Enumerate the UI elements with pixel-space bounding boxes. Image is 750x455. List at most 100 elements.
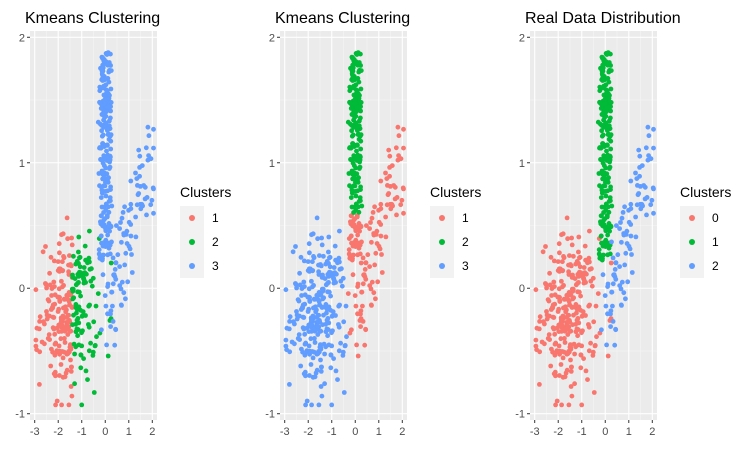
data-point (558, 362, 564, 367)
data-point (325, 280, 330, 286)
data-point (383, 170, 388, 176)
data-point (100, 240, 105, 246)
data-point (99, 327, 104, 333)
data-point (78, 352, 84, 358)
data-point (145, 124, 151, 130)
data-point (351, 183, 357, 189)
data-point (619, 303, 624, 308)
data-point (56, 329, 62, 334)
data-point (306, 329, 312, 334)
data-point (651, 145, 656, 151)
data-point (352, 97, 358, 103)
data-point (44, 316, 50, 322)
data-point (311, 283, 316, 288)
data-point (570, 272, 575, 278)
data-point (66, 272, 72, 277)
legend-swatch (689, 215, 695, 221)
data-point (557, 348, 562, 354)
data-point (375, 279, 381, 285)
data-point (311, 254, 316, 259)
data-point (329, 402, 335, 408)
data-point (651, 210, 656, 216)
data-point (63, 370, 69, 376)
data-point (69, 393, 75, 399)
data-point (103, 193, 109, 199)
data-point (336, 324, 342, 330)
data-point (362, 267, 368, 272)
chart-title: Kmeans Clustering (275, 10, 410, 27)
data-point (560, 259, 565, 265)
data-point (612, 342, 618, 348)
data-point (99, 133, 105, 139)
data-point (148, 202, 154, 208)
data-point (599, 133, 605, 139)
data-point (562, 374, 568, 380)
data-point (610, 319, 616, 324)
data-point (71, 253, 76, 259)
data-point (598, 195, 604, 201)
data-point (353, 142, 358, 148)
data-point (33, 287, 39, 293)
data-point (353, 113, 359, 119)
data-point (333, 368, 339, 374)
data-point (548, 254, 554, 260)
data-point (332, 243, 338, 249)
data-point (296, 332, 302, 337)
data-point (355, 76, 361, 81)
data-point (590, 349, 596, 355)
data-point (101, 92, 107, 98)
data-point (601, 92, 607, 98)
data-point (315, 332, 321, 337)
data-point (358, 146, 364, 152)
data-point (50, 349, 55, 355)
x-tick-label: -2 (53, 426, 63, 438)
data-point (300, 304, 305, 310)
data-point (552, 284, 557, 289)
data-point (57, 373, 62, 378)
data-point (56, 306, 62, 312)
data-point (346, 171, 352, 176)
data-point (126, 243, 132, 249)
data-point (105, 204, 111, 210)
data-point (56, 286, 62, 292)
data-point (599, 71, 605, 76)
data-point (325, 333, 330, 339)
data-point (550, 325, 556, 331)
data-point (328, 293, 333, 299)
data-point (34, 325, 40, 331)
data-point (283, 343, 289, 349)
data-point (605, 104, 611, 110)
data-point (384, 176, 390, 182)
data-point (348, 219, 353, 225)
data-point (401, 186, 406, 192)
data-point (354, 242, 360, 247)
series-2 (69, 228, 114, 408)
data-point (56, 343, 62, 349)
data-point (122, 204, 127, 210)
data-point (318, 357, 323, 363)
legend-swatch (439, 215, 445, 221)
data-point (68, 263, 74, 269)
data-point (546, 298, 552, 304)
legend: Clusters 0 1 2 (680, 184, 731, 278)
data-point (291, 319, 296, 325)
data-point (320, 272, 325, 278)
data-point (328, 352, 334, 358)
chart-panel-3: Real Data Distribution-3 -2 -1 0 1 2-1012Clus… (515, 10, 731, 438)
data-point (358, 132, 364, 138)
data-point (628, 201, 634, 207)
data-point (332, 270, 338, 276)
data-point (97, 99, 102, 105)
data-point (603, 193, 609, 199)
data-point (353, 303, 359, 309)
data-point (600, 256, 605, 261)
data-point (369, 215, 375, 221)
y-tick-label: -1 (15, 409, 25, 421)
data-point (608, 138, 614, 144)
data-point (340, 349, 346, 355)
data-point (106, 228, 112, 233)
data-point (56, 241, 62, 247)
data-point (86, 303, 92, 309)
data-point (47, 270, 52, 276)
data-point (357, 164, 363, 170)
